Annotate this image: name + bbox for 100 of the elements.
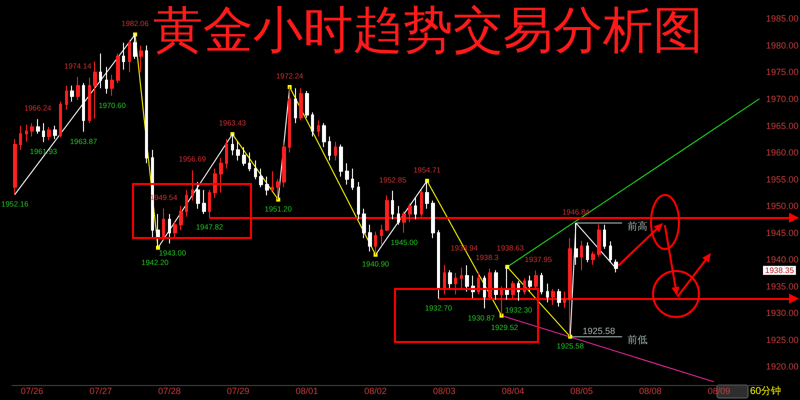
y-tick-label: 1985.00 (766, 14, 799, 24)
candlestick (414, 198, 417, 220)
candlestick (36, 118, 40, 134)
candlestick (317, 120, 320, 137)
candlestick (299, 88, 303, 121)
candlestick (540, 272, 543, 295)
candlestick (59, 101, 62, 138)
candlestick (374, 231, 377, 256)
candlestick (242, 146, 246, 166)
candlestick (454, 272, 457, 295)
series-label: 前低 (628, 334, 648, 346)
candlestick (351, 168, 354, 190)
candlestick (368, 224, 372, 252)
candlestick (334, 141, 337, 162)
candlestick (465, 264, 469, 292)
x-tick-label: 08/03 (432, 386, 456, 396)
candlestick (30, 122, 34, 137)
y-tick-label: 1960.00 (766, 148, 799, 158)
candlestick (265, 176, 269, 196)
candlestick (294, 88, 297, 124)
chart-title: 黄金小时趋势交易分析图 (153, 1, 703, 59)
candlestick (609, 240, 612, 263)
candlestick (408, 202, 412, 223)
y-tick-label: 1980.00 (766, 40, 799, 50)
candlestick (362, 208, 366, 239)
candlestick (557, 288, 561, 308)
candlestick (236, 141, 240, 162)
x-tick-label: 08/01 (296, 386, 318, 396)
candlestick (145, 44, 148, 164)
candlestick (128, 40, 131, 73)
text: 1938.35 (765, 266, 794, 275)
candlestick (25, 124, 28, 142)
candlestick (420, 189, 423, 218)
data-label: 1925.58 (582, 326, 616, 336)
y-tick-label: 1925.00 (766, 334, 799, 345)
candlestick (597, 224, 601, 258)
candlestick (139, 44, 143, 73)
candlestick (460, 267, 463, 290)
candlestick (328, 136, 331, 162)
y-tick-label: 1950.00 (766, 201, 799, 212)
candlestick (380, 224, 383, 246)
candlestick (437, 230, 440, 300)
candlestick (534, 270, 538, 290)
y-tick-label: 1970.00 (766, 94, 799, 104)
y-tick-label: 1920.00 (766, 362, 799, 372)
candlestick (254, 160, 257, 180)
candlestick (391, 190, 394, 220)
x-tick-label: 07/27 (89, 386, 112, 396)
candlestick (357, 181, 360, 220)
candlestick (76, 76, 80, 101)
candlestick (551, 288, 555, 306)
candlestick (65, 85, 68, 110)
x-tick-label: 08/09 (708, 386, 730, 396)
x-tick-label: 08/05 (570, 386, 593, 396)
candlestick (110, 74, 114, 96)
candlestick (208, 189, 211, 218)
candlestick (13, 138, 17, 195)
candlestick (202, 189, 206, 215)
candlestick (248, 152, 251, 172)
candlestick (563, 291, 566, 308)
candlestick (213, 168, 217, 198)
candlestick (288, 86, 291, 154)
candlestick (88, 77, 91, 124)
y-tick-label: 1975.00 (766, 67, 799, 78)
candlestick (500, 286, 503, 316)
candlestick (603, 224, 606, 250)
candlestick (179, 206, 183, 231)
y-tick-label: 1955.00 (766, 174, 799, 184)
candlestick (586, 242, 589, 263)
candlestick (105, 66, 108, 94)
candlestick (219, 157, 223, 194)
candlestick (173, 222, 177, 239)
candlestick (591, 251, 595, 266)
candlestick (19, 125, 22, 150)
candlestick (162, 208, 165, 242)
candlestick (185, 189, 188, 218)
candlestick (448, 270, 452, 290)
candlestick (345, 162, 349, 186)
candlestick (93, 61, 97, 120)
x-tick-label: 08/02 (364, 386, 387, 396)
y-tick-label: 1935.00 (766, 281, 799, 292)
candlestick (546, 283, 549, 303)
candlestick (385, 194, 389, 232)
series-label: 前高 (628, 220, 648, 232)
candlestick (70, 85, 74, 102)
candlestick (483, 275, 486, 309)
y-tick-label: 1965.00 (766, 120, 799, 131)
candlestick (397, 206, 400, 226)
candlestick (443, 264, 446, 295)
candlestick (82, 82, 85, 132)
candlestick (568, 238, 572, 338)
candlestick (116, 53, 120, 84)
candlestick (488, 268, 492, 300)
candlestick (196, 181, 200, 210)
candlestick (305, 90, 309, 118)
y-tick-label: 1945.00 (766, 228, 799, 238)
x-tick-label: 07/29 (226, 386, 250, 396)
candlestick (282, 141, 286, 188)
candlestick (339, 144, 343, 178)
candlestick (191, 170, 194, 202)
